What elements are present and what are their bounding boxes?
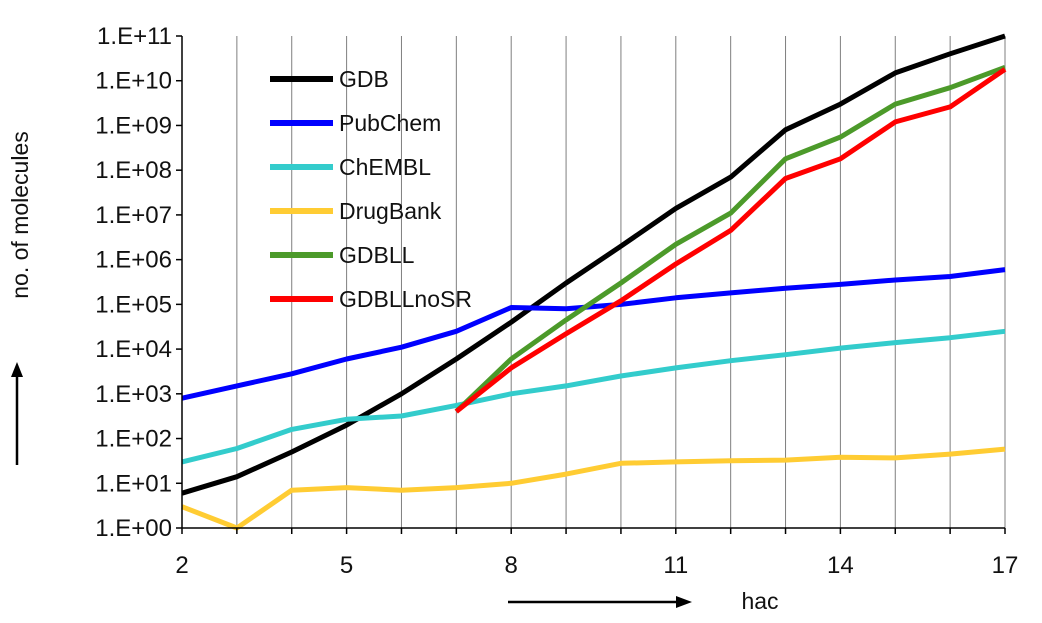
- y-tick-label: 1.E+06: [95, 247, 172, 274]
- legend-label-drugbank: DrugBank: [339, 198, 442, 224]
- x-tick-label: 11: [663, 552, 688, 579]
- y-tick-label: 1.E+10: [95, 68, 172, 95]
- legend-label-gdbllnosr: GDBLLnoSR: [339, 286, 472, 312]
- legend-label-gdbll: GDBLL: [339, 242, 415, 268]
- y-tick-labels: 1.E+00 1.E+01 1.E+02 1.E+03 1.E+04 1.E+05 1.E+…: [95, 23, 182, 542]
- y-tick-label: 1.E+02: [95, 426, 172, 453]
- legend-label-chembl: ChEMBL: [339, 154, 431, 180]
- y-tick-label: 1.E+05: [95, 291, 172, 318]
- series-line-gdbllnosr: [454, 67, 1007, 414]
- series-lines: [181, 33, 1007, 531]
- series-line-gdb: [181, 33, 1006, 496]
- y-axis-title: no. of molecules: [7, 131, 33, 298]
- legend-label-gdb: GDB: [339, 66, 389, 92]
- x-axis-arrow-head: [676, 596, 692, 608]
- y-tick-label: 1.E+11: [97, 23, 172, 50]
- legend: GDB PubChem ChEMBL DrugBank GDBLL GDBLLnoSR: [270, 66, 472, 312]
- y-tick-label: 1.E+01: [95, 470, 172, 497]
- series-line-chembl: [181, 328, 1006, 465]
- axes: [181, 36, 1005, 529]
- x-tick-label: 14: [827, 552, 854, 579]
- y-tick-label: 1.E+09: [95, 112, 172, 139]
- y-axis-arrow-head: [11, 362, 23, 377]
- x-tick-label: 5: [340, 552, 353, 579]
- y-tick-label: 1.E+03: [95, 381, 172, 408]
- series-line-drugbank: [181, 446, 1006, 531]
- x-tick-label: 17: [992, 552, 1019, 579]
- x-axis-title: hac: [741, 588, 778, 614]
- y-tick-label: 1.E+00: [95, 515, 172, 542]
- x-tick-label: 2: [175, 552, 188, 579]
- y-tick-label: 1.E+04: [95, 336, 172, 363]
- y-tick-label: 1.E+07: [95, 202, 172, 229]
- series-line-pubchem: [181, 267, 1006, 401]
- series-line-gdbll: [454, 64, 1006, 414]
- legend-label-pubchem: PubChem: [339, 110, 441, 136]
- x-tick-label: 8: [505, 552, 518, 579]
- y-tick-label: 1.E+08: [95, 157, 172, 184]
- x-tick-labels: 2 5 8 11 14 17: [175, 528, 1018, 579]
